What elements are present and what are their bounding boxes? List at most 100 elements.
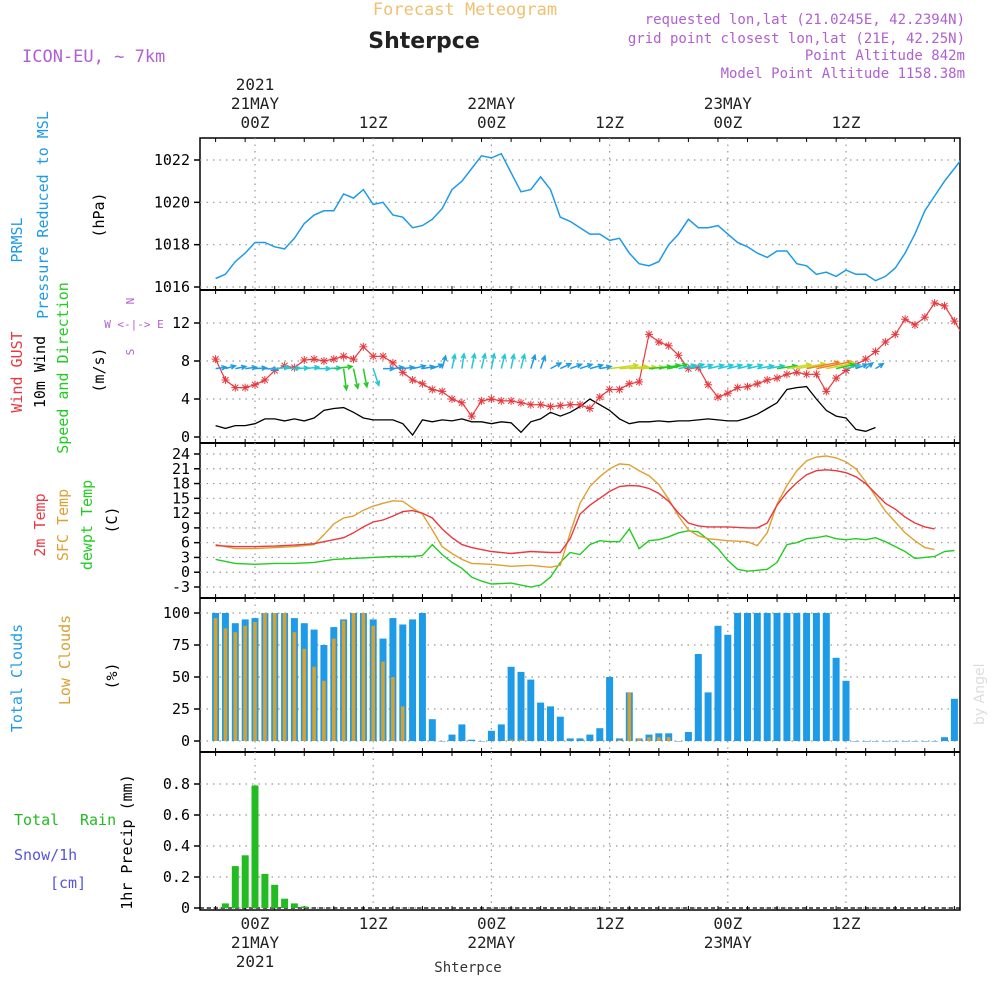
wind-arrow: [342, 368, 349, 392]
low-cloud-bar: [272, 613, 277, 741]
gust-marker: [585, 404, 594, 413]
wind-arrow: [451, 352, 457, 369]
low-cloud-bar: [312, 666, 316, 741]
footer-location: Shterpce: [434, 960, 501, 976]
gust-marker: [930, 299, 939, 308]
total-cloud-bar: [783, 613, 791, 741]
total-cloud-bar: [901, 741, 909, 742]
total-cloud-bar: [911, 741, 919, 742]
total-cloud-bar: [675, 741, 682, 742]
rain-bar: [281, 898, 289, 908]
gust-marker: [438, 387, 447, 396]
total-cloud-bar: [941, 737, 948, 741]
wind-arrow: [747, 363, 764, 370]
temp-ytick-label: 24: [172, 445, 190, 463]
gust-marker: [546, 402, 555, 411]
wind-arrow: [470, 352, 477, 369]
low-cloud-bar: [666, 737, 671, 741]
total-cloud-bar: [606, 677, 614, 741]
wind-ytick-label: 0: [181, 428, 190, 446]
precip-rain-label: Rain: [80, 811, 116, 829]
precip-snow-unit: [cm]: [50, 874, 86, 892]
point-altitude: Point Altitude 842m: [805, 48, 965, 64]
precip-total-label: Total: [14, 811, 59, 829]
rain-bar: [271, 884, 279, 909]
wind-arrow: [569, 363, 584, 370]
gust-marker: [369, 352, 378, 361]
precip-ytick-label: 0.2: [163, 868, 190, 886]
total-cloud-bar: [547, 706, 554, 741]
gust-label: Wind GUST: [8, 331, 26, 412]
gust-marker: [940, 301, 949, 310]
pressure-ytick-label: 1016: [154, 278, 190, 296]
total-cloud-bar: [468, 739, 476, 741]
low-cloud-bar: [233, 632, 238, 741]
total-cloud-bar: [773, 613, 781, 741]
bottom-time-label: 12Z: [595, 914, 624, 933]
low-cloud-bar: [341, 620, 346, 741]
total-cloud-bar: [527, 679, 535, 741]
gust-marker: [556, 401, 565, 410]
wind-arrow: [383, 365, 396, 372]
clouds-ytick-label: 100: [163, 604, 190, 622]
pressure-unit: (hPa): [90, 192, 108, 237]
rain-bar: [241, 855, 249, 908]
wind-arrow: [865, 361, 875, 370]
wind-arrow: [510, 352, 516, 369]
gust-marker: [487, 395, 496, 403]
gust-marker: [595, 393, 604, 402]
temp-ytick-label: 18: [172, 475, 190, 493]
total-cloud-bar: [872, 741, 879, 742]
rain-bar: [290, 903, 298, 908]
gust-marker: [950, 317, 959, 326]
total-cloud-bar: [803, 613, 811, 741]
gust-marker: [881, 338, 890, 346]
gust-marker: [398, 368, 407, 377]
wind-arrow: [352, 368, 360, 390]
bottom-time-label: 00Z: [241, 914, 270, 933]
wind-arrow: [460, 352, 467, 369]
total-cloud-bar: [537, 702, 545, 741]
top-time-label: 12Z: [832, 113, 861, 132]
precip-panel: 0 0.2 0.4 0.6 0.8: [163, 752, 960, 917]
total-cloud-bar: [684, 732, 692, 741]
gust-marker: [605, 385, 614, 394]
low-cloud-bar: [637, 738, 641, 741]
gust-marker: [428, 385, 437, 394]
precip-snow-label: Snow/1h: [14, 846, 77, 864]
rain-bar: [300, 906, 308, 908]
gust-marker: [802, 370, 811, 379]
gust-marker: [792, 368, 801, 377]
gust-marker: [743, 382, 752, 391]
t2m-label: 2m Temp: [31, 493, 49, 556]
wind-arrow: [362, 368, 369, 389]
total-cloud-bar: [655, 733, 663, 741]
total-cloud-bar: [399, 624, 407, 741]
rain-bar: [261, 873, 269, 908]
wind-label: 10m Wind: [31, 336, 49, 408]
wind-arrow: [559, 362, 573, 370]
gust-marker: [753, 379, 762, 388]
total-cloud-bar: [744, 613, 751, 741]
wind-arrow: [550, 362, 563, 370]
location-title: Shterpce: [368, 29, 480, 54]
top-time-label: 12Z: [595, 113, 624, 132]
total-cloud-bar: [566, 738, 574, 741]
clouds-ytick-label: 50: [172, 668, 190, 686]
low-cloud-bar: [647, 737, 651, 741]
total-cloud-bar: [596, 728, 604, 741]
wind-panel: 0 4 8 12: [172, 290, 960, 446]
meteogram-subtitle: Forecast Meteogram: [373, 0, 557, 20]
pressure-ytick-label: 1018: [154, 236, 190, 254]
low-cloud-bar: [332, 638, 336, 741]
total-cloud-bar: [704, 692, 712, 741]
pressure-ytick-label: 1022: [154, 151, 190, 169]
total-cloud-bar: [556, 716, 564, 741]
gust-marker: [812, 370, 821, 379]
gust-marker: [822, 387, 831, 396]
bottom-time-label: 12Z: [359, 914, 388, 933]
wind-arrow: [441, 354, 448, 369]
top-time-label: 00Z: [713, 113, 742, 132]
gust-marker: [566, 400, 575, 409]
